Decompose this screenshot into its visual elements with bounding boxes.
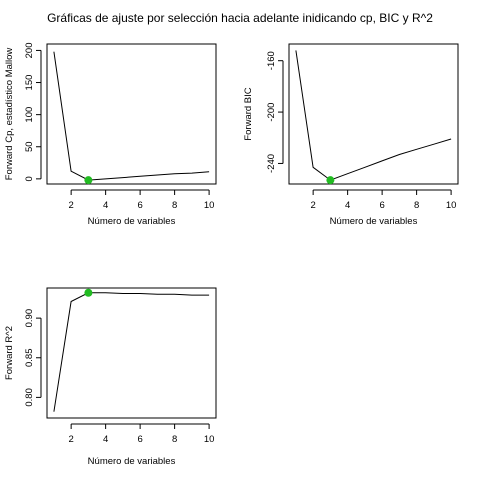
y-tick-label: 0 [24,176,35,181]
x-tick-label: 6 [137,200,142,211]
y-axis-label: Forward R^2 [4,326,15,380]
series-line [53,292,210,412]
y-tick-label: 50 [24,141,35,152]
x-tick-label: 10 [204,200,215,211]
y-axis-label: Forward BIC [243,87,254,140]
x-axis-label: Número de variables [88,216,176,227]
y-tick-label: 0.80 [24,388,35,407]
x-tick-label: 10 [204,434,215,445]
y-axis-label: Forward Cp, estadístico Mallow [4,48,15,181]
plot-panel-top-right: 2 4 6 8 10 -240 -200 -160 Número de variables For… [243,43,459,227]
plot-frame [46,287,217,419]
x-axis-label: Número de variables [330,216,418,227]
optimum-point [326,176,335,185]
plot-frame [46,43,217,185]
optimum-point [84,288,93,297]
x-tick-label: 2 [310,200,315,211]
x-tick-label: 2 [68,200,73,211]
x-tick-label: 2 [68,434,73,445]
x-tick-label: 6 [137,434,142,445]
x-tick-label: 6 [379,200,384,211]
y-tick-label: -200 [266,103,277,122]
page-title: Gráficas de ajuste por selección hacia a… [47,11,433,25]
x-tick-label: 10 [446,200,457,211]
x-axis-label: Número de variables [88,456,176,467]
y-tick-label: -160 [266,51,277,70]
y-tick-label: 100 [24,107,35,123]
x-tick-label: 8 [172,200,177,211]
y-tick-label: 150 [24,75,35,91]
x-tick-label: 4 [103,200,108,211]
y-tick-label: -240 [266,154,277,173]
plot-panel-bottom-left: 2 4 6 8 10 0.80 0.85 0.90 Número de variables For… [4,287,217,467]
y-tick-label: 0.85 [24,349,35,368]
series-line [295,50,452,181]
y-tick-label: 0.90 [24,309,35,328]
y-tick-label: 200 [24,42,35,58]
optimum-point [84,176,93,185]
plot-frame [288,43,459,185]
x-tick-label: 4 [345,200,350,211]
x-tick-label: 8 [414,200,419,211]
series-line [53,51,210,181]
x-tick-label: 8 [172,434,177,445]
x-tick-label: 4 [103,434,108,445]
